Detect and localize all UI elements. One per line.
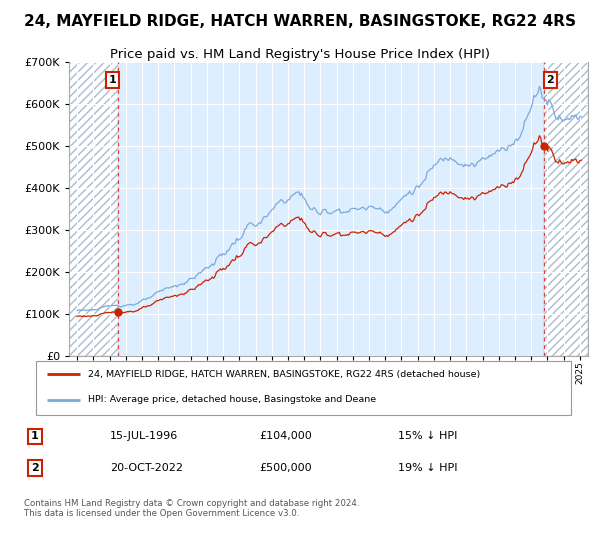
Text: 2: 2 [547, 75, 554, 85]
Text: 15-JUL-1996: 15-JUL-1996 [110, 431, 178, 441]
Text: £104,000: £104,000 [260, 431, 313, 441]
Text: 24, MAYFIELD RIDGE, HATCH WARREN, BASINGSTOKE, RG22 4RS (detached house): 24, MAYFIELD RIDGE, HATCH WARREN, BASING… [88, 370, 480, 379]
Text: 15% ↓ HPI: 15% ↓ HPI [398, 431, 457, 441]
FancyBboxPatch shape [35, 361, 571, 415]
Text: £500,000: £500,000 [260, 463, 313, 473]
Text: 1: 1 [31, 431, 39, 441]
Bar [69, 62, 118, 356]
Text: Price paid vs. HM Land Registry's House Price Index (HPI): Price paid vs. HM Land Registry's House … [110, 48, 490, 60]
Text: 20-OCT-2022: 20-OCT-2022 [110, 463, 183, 473]
Text: 24, MAYFIELD RIDGE, HATCH WARREN, BASINGSTOKE, RG22 4RS: 24, MAYFIELD RIDGE, HATCH WARREN, BASING… [24, 14, 576, 29]
Text: 2: 2 [31, 463, 39, 473]
Text: 1: 1 [109, 75, 116, 85]
Text: Contains HM Land Registry data © Crown copyright and database right 2024.
This d: Contains HM Land Registry data © Crown c… [23, 499, 359, 519]
Text: 19% ↓ HPI: 19% ↓ HPI [398, 463, 457, 473]
Text: HPI: Average price, detached house, Basingstoke and Deane: HPI: Average price, detached house, Basi… [88, 395, 376, 404]
Bar [544, 62, 588, 356]
